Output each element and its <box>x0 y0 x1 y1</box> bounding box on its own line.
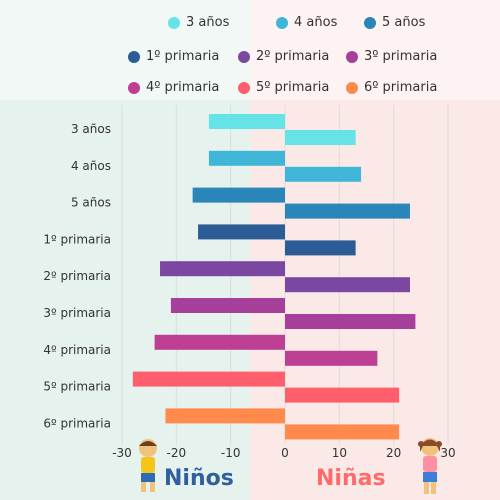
legend-swatch <box>128 50 140 63</box>
legend-label: 1º primaria <box>146 49 220 64</box>
x-tick-label: 30 <box>440 446 455 460</box>
bar-girls <box>285 203 410 219</box>
bar-girls <box>285 387 400 403</box>
bar-boys <box>160 261 285 277</box>
legend-item: 3 años <box>168 15 229 30</box>
legend-label: 3 años <box>186 15 230 30</box>
bar-boys <box>170 298 285 313</box>
legend-label: 4º primaria <box>146 80 220 95</box>
bar-girls <box>285 166 362 182</box>
girls-label: Niñas <box>316 466 386 491</box>
legend-swatch <box>346 50 358 63</box>
legend: 3 años 4 años 5 años 1º primaria 2º primaria… <box>0 0 500 100</box>
y-tick-label: 4 años <box>71 159 111 173</box>
x-tick-label: -10 <box>221 446 241 460</box>
boys-label: Niños <box>164 466 234 491</box>
bar-boys <box>198 224 285 240</box>
bar-boys <box>154 334 285 350</box>
bar-girls <box>285 314 416 329</box>
bar-boys <box>208 150 285 166</box>
boy-illustration <box>135 438 161 494</box>
y-tick-label: 3 años <box>71 122 111 136</box>
legend-label: 3º primaria <box>364 49 438 64</box>
boy-icon <box>139 439 157 492</box>
x-tick-label: -20 <box>167 446 187 460</box>
bar-boys <box>208 114 285 129</box>
girl-icon <box>418 438 442 494</box>
legend-swatch <box>168 16 180 29</box>
legend-item: 4º primaria <box>128 80 219 95</box>
y-tick-label: 3º primaria <box>43 306 111 320</box>
bar-girls <box>285 350 378 366</box>
legend-swatch <box>364 16 376 29</box>
y-tick-label: 5º primaria <box>43 380 111 394</box>
bar-girls <box>285 424 400 440</box>
legend-swatch <box>238 81 250 94</box>
legend-item: 4 años <box>276 15 337 30</box>
bar-girls <box>285 130 356 145</box>
top-fade <box>0 0 500 100</box>
bar-boys <box>165 408 285 424</box>
y-tick-label: 4º primaria <box>43 343 111 357</box>
legend-label: 5º primaria <box>256 80 330 95</box>
legend-item: 5º primaria <box>238 80 329 95</box>
legend-item: 5 años <box>364 15 425 30</box>
legend-item: 6º primaria <box>346 80 437 95</box>
bar-girls <box>285 277 410 293</box>
bar-girls <box>285 240 356 256</box>
legend-item: 1º primaria <box>128 49 219 64</box>
legend-swatch <box>346 81 358 94</box>
x-tick-label: 0 <box>281 446 289 460</box>
bar-boys <box>132 371 285 387</box>
legend-item: 3º primaria <box>346 49 437 64</box>
x-tick-label: 20 <box>386 446 401 460</box>
y-tick-label: 1º primaria <box>43 232 111 246</box>
legend-label: 2º primaria <box>256 49 330 64</box>
legend-label: 5 años <box>382 15 426 30</box>
y-tick-label: 5 años <box>71 196 111 210</box>
x-tick-label: 10 <box>332 446 347 460</box>
legend-swatch <box>128 81 140 94</box>
legend-item: 2º primaria <box>238 49 329 64</box>
bar-boys <box>192 187 285 203</box>
legend-swatch <box>276 16 288 29</box>
x-tick-label: -30 <box>112 446 132 460</box>
girl-illustration <box>416 436 444 496</box>
legend-label: 4 años <box>294 15 338 30</box>
y-tick-label: 6º primaria <box>43 416 111 430</box>
y-tick-label: 2º primaria <box>43 269 111 283</box>
legend-label: 6º primaria <box>364 80 438 95</box>
legend-swatch <box>238 50 250 63</box>
